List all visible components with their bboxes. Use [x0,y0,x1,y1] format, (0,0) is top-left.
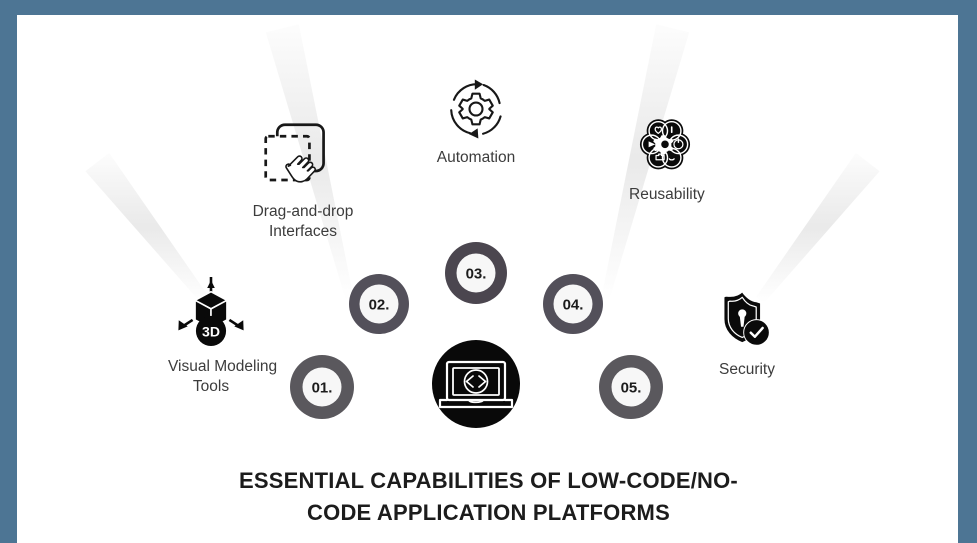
svg-text:3D: 3D [202,323,220,339]
svg-text:01.: 01. [312,380,333,397]
svg-text:03.: 03. [466,266,487,283]
svg-text:02.: 02. [369,297,390,314]
svg-text:05.: 05. [621,380,642,397]
svg-text:04.: 04. [563,297,584,314]
